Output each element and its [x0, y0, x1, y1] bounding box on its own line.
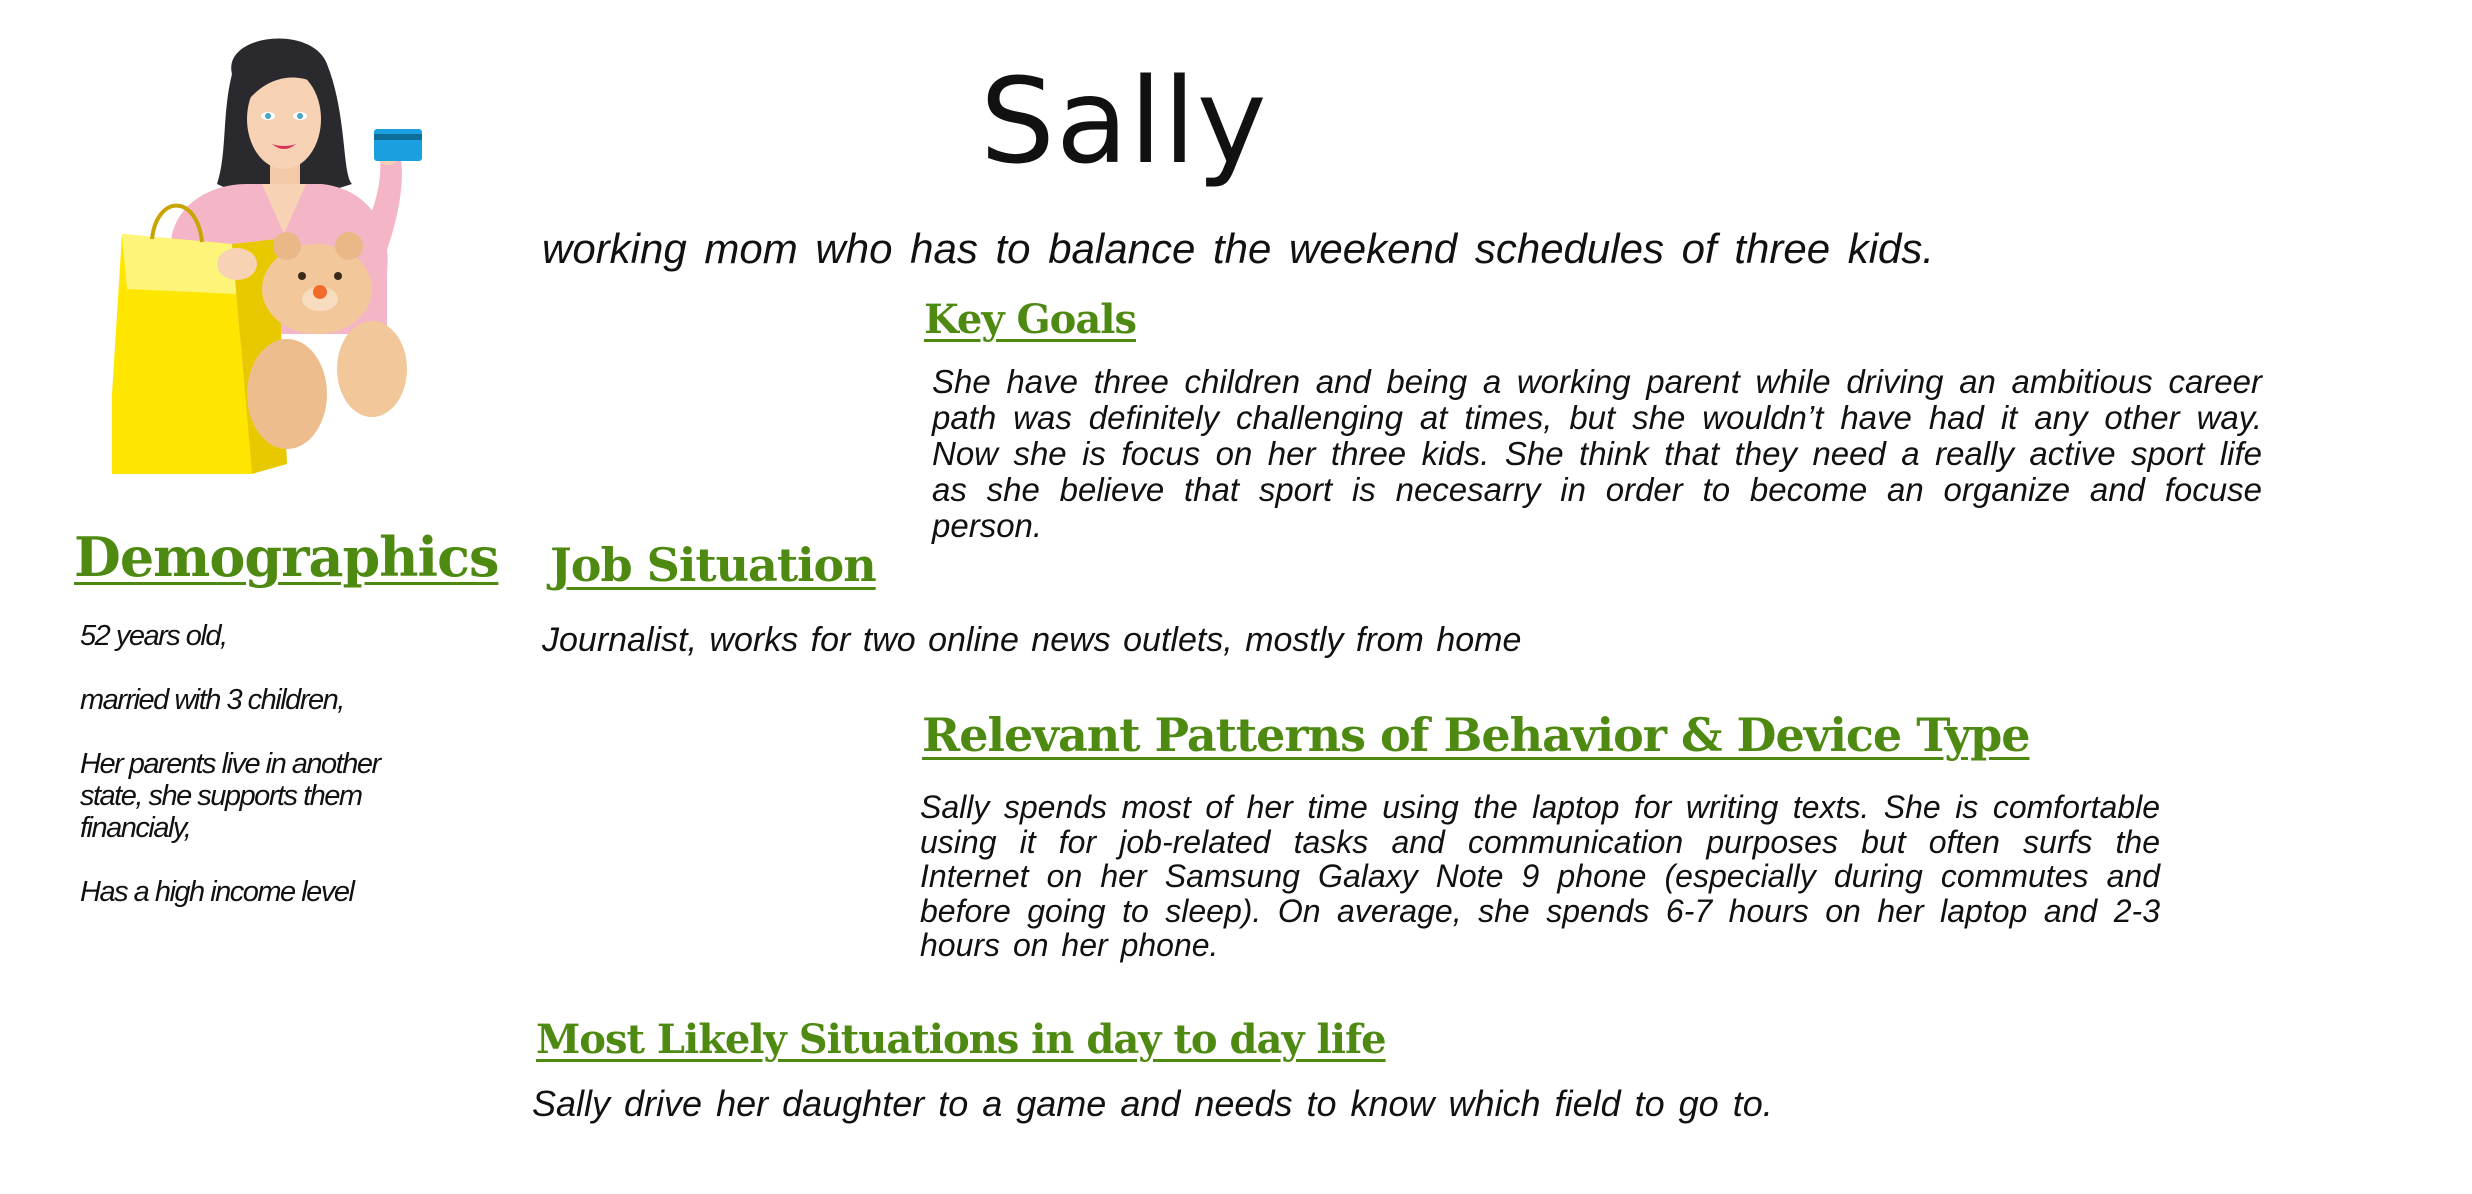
demographics-list: 52 years old, married with 3 children, H…: [80, 620, 410, 940]
behavior-text: Sally spends most of her time using the …: [920, 789, 2160, 963]
demographics-item: married with 3 children,: [80, 684, 345, 716]
key-goals-heading: Key Goals: [924, 296, 1137, 343]
situations-heading: Most Likely Situations in day to day lif…: [536, 1016, 1387, 1063]
situations-text: Sally drive her daughter to a game and n…: [532, 1083, 1773, 1124]
demographics-item: Her parents live in another state, she s…: [80, 748, 381, 844]
persona-illustration: [112, 38, 422, 474]
persona-name: Sally: [980, 52, 1268, 190]
job-situation-text: Journalist, works for two online news ou…: [542, 621, 1522, 659]
job-situation-heading: Job Situation: [550, 538, 877, 592]
demographics-item: Has a high income level: [80, 876, 355, 908]
demographics-heading: Demographics: [74, 525, 499, 589]
behavior-heading: Relevant Patterns of Behavior & Device T…: [922, 708, 2031, 762]
persona-tagline: working mom who has to balance the weeke…: [542, 225, 1935, 272]
demographics-item: 52 years old,: [80, 620, 228, 652]
key-goals-text: She have three children and being a work…: [932, 363, 2262, 544]
